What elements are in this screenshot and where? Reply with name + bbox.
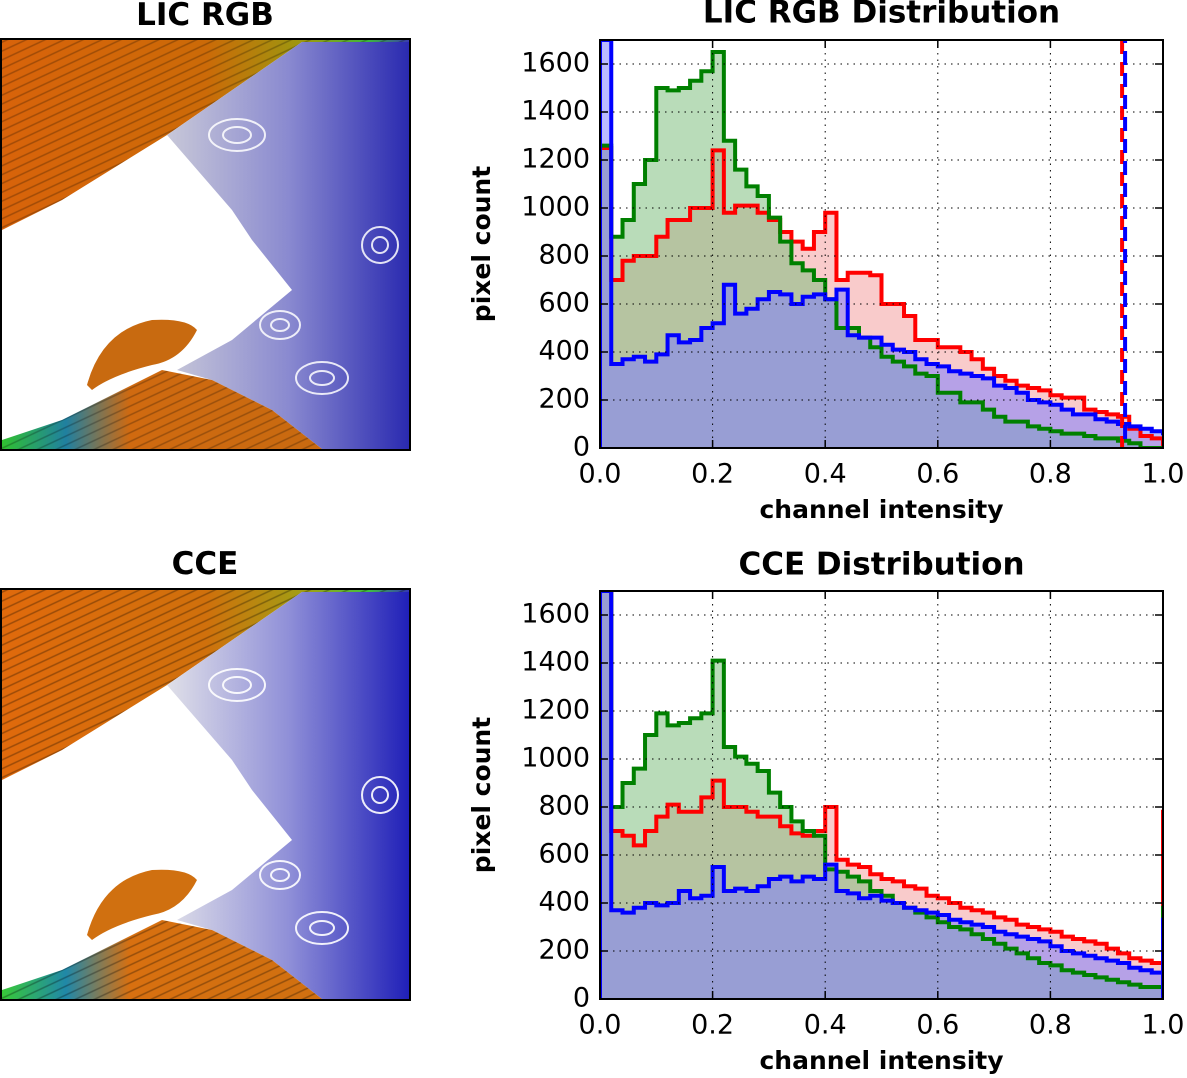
- y-tick-label: 1400: [521, 647, 590, 678]
- y-tick-label: 1000: [521, 192, 590, 223]
- lic-rgb-image: [0, 38, 411, 451]
- x-tick-label: 0.4: [804, 1010, 847, 1041]
- y-tick-label: 1200: [521, 144, 590, 175]
- x-axis-label: channel intensity: [759, 1046, 1003, 1075]
- y-tick-label: 1600: [521, 48, 590, 79]
- x-tick-label: 0.2: [691, 459, 734, 490]
- x-tick-label: 0.4: [804, 459, 847, 490]
- y-tick-label: 800: [538, 240, 590, 271]
- plot-frame: [599, 39, 1164, 449]
- plot-frame: [599, 590, 1164, 1000]
- series-group: [600, 40, 1163, 448]
- y-tick-label: 0: [573, 983, 590, 1014]
- y-tick-label: 800: [538, 791, 590, 822]
- y-tick-label: 1000: [521, 743, 590, 774]
- y-tick-label: 0: [573, 432, 590, 463]
- series-line-blue: [600, 591, 1163, 999]
- series-line-red: [600, 146, 1163, 448]
- x-tick-label: 0.8: [1029, 459, 1072, 490]
- y-tick-label: 1600: [521, 599, 590, 630]
- vortex-region: [167, 42, 409, 449]
- series-line-blue: [600, 40, 1163, 448]
- cce-image: [0, 588, 411, 1001]
- y-tick-label: 200: [538, 935, 590, 966]
- y-tick-label: 400: [538, 887, 590, 918]
- x-tick-label: 1.0: [1142, 459, 1185, 490]
- series-line-red: [600, 591, 1163, 999]
- y-tick-label: 1200: [521, 695, 590, 726]
- x-axis-label: channel intensity: [759, 495, 1003, 524]
- chart-title: LIC RGB Distribution: [703, 0, 1060, 31]
- blob-shape: [87, 319, 197, 390]
- y-tick-label: 600: [538, 839, 590, 870]
- series-fill-blue: [600, 40, 1163, 448]
- x-tick-label: 0.0: [579, 459, 622, 490]
- y-tick-label: 400: [538, 336, 590, 367]
- x-tick-label: 0.0: [579, 1010, 622, 1041]
- chart-0: LIC RGB Distribution 0.0 0.2 0.4 0.6 0.8 1.0 0 2…: [467, 0, 1185, 524]
- y-tick-label: 600: [538, 288, 590, 319]
- series-line-green: [600, 591, 1163, 999]
- y-tick-label: 1400: [521, 96, 590, 127]
- chart-1: CCE Distribution 0.0 0.2 0.4 0.6 0.8 1.0 0 200 40…: [467, 547, 1184, 1076]
- y-axis-label: pixel count: [467, 717, 496, 873]
- x-tick-label: 0.2: [691, 1010, 734, 1041]
- y-axis-label: pixel count: [467, 166, 496, 322]
- series-group: [600, 591, 1163, 999]
- y-tick-label: 200: [538, 384, 590, 415]
- x-tick-label: 0.6: [916, 459, 959, 490]
- bottom-image-title: CCE: [171, 546, 239, 582]
- chart-title: CCE Distribution: [738, 547, 1024, 583]
- series-fill-blue: [600, 591, 1163, 999]
- x-tick-label: 0.6: [916, 1010, 959, 1041]
- x-tick-label: 0.8: [1029, 1010, 1072, 1041]
- x-tick-label: 1.0: [1142, 1010, 1185, 1041]
- top-image-title: LIC RGB: [136, 0, 274, 33]
